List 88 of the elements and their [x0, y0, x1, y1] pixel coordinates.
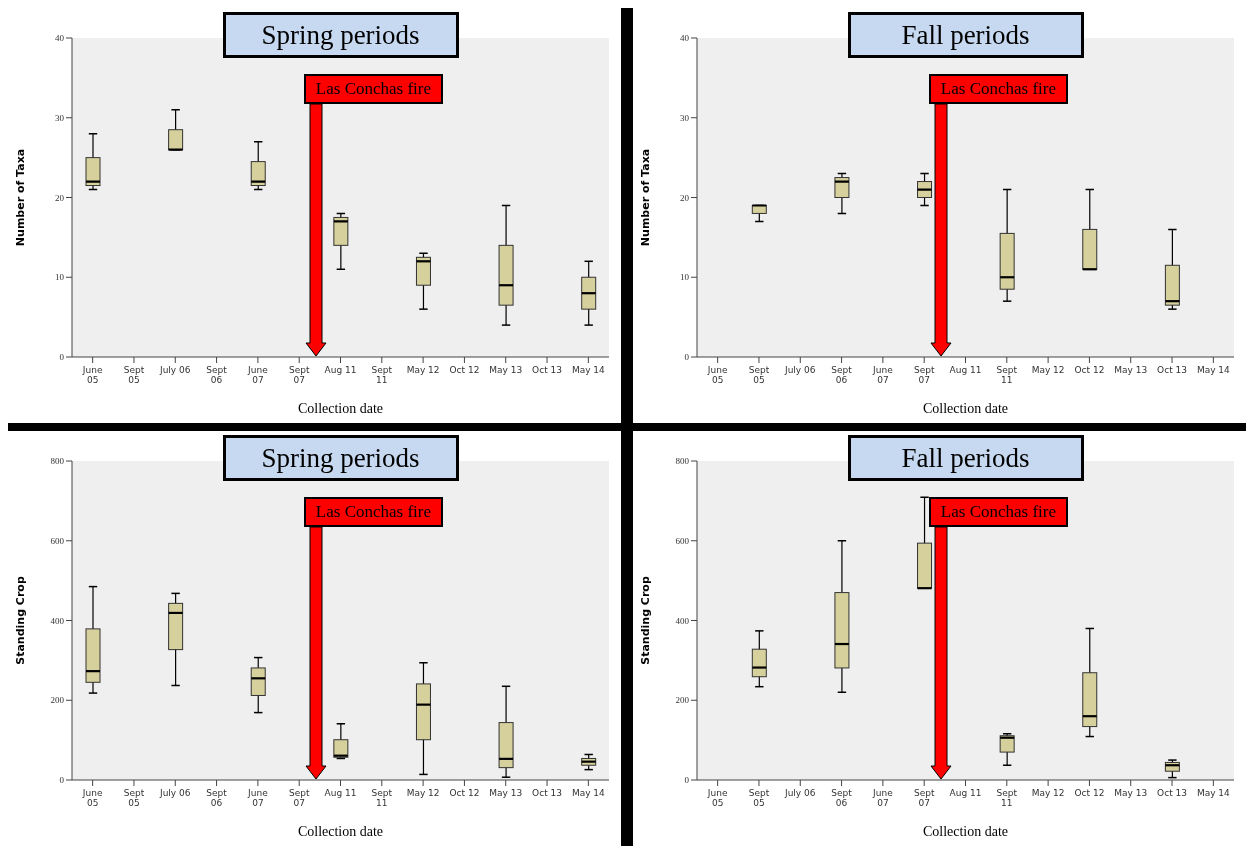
y-tick-label: 40	[55, 33, 65, 44]
y-tick-label: 600	[50, 535, 65, 546]
x-tick-label: Sept 05	[748, 365, 770, 385]
annotation: Las Conchas fire	[303, 497, 444, 527]
x-tick-label: May 13	[489, 788, 523, 798]
y-tick-label: 200	[675, 695, 690, 706]
x-tick-label: May 12	[406, 788, 440, 798]
y-tick-label: 10	[680, 272, 690, 283]
y-tick-label: 0	[59, 352, 65, 363]
x-tick-label: June 05	[706, 365, 728, 385]
x-tick-label: Oct 13	[532, 365, 562, 375]
x-tick-label: Sept 05	[123, 788, 145, 808]
x-tick-label: Sept 05	[123, 365, 145, 385]
x-tick-label: Aug 11	[949, 365, 982, 375]
x-tick-label: Sept 07	[288, 365, 310, 385]
x-tick-label: Sept 06	[831, 788, 853, 808]
annotation: Las Conchas fire	[928, 497, 1069, 527]
annotation: Las Conchas fire	[928, 74, 1069, 104]
x-tick-label: May 12	[406, 365, 440, 375]
y-tick-label: 20	[55, 192, 65, 203]
x-tick-label: Sept 11	[371, 788, 393, 808]
y-tick-label: 0	[684, 352, 690, 363]
x-tick-label: Oct 13	[1157, 788, 1187, 798]
y-tick-label: 20	[680, 192, 690, 203]
x-tick-label: Sept 07	[288, 788, 310, 808]
y-axis-title: Standing Crop	[638, 576, 652, 665]
x-tick-label: June 07	[872, 788, 894, 808]
y-tick-label: 30	[55, 112, 65, 123]
annotation: Las Conchas fire	[303, 74, 444, 104]
x-tick-label: Sept 11	[996, 788, 1018, 808]
x-tick-label: May 13	[1114, 788, 1148, 798]
x-tick-label: May 12	[1031, 365, 1065, 375]
x-tick-label: Aug 11	[324, 788, 357, 798]
x-tick-label: Sept 06	[206, 365, 228, 385]
x-tick-label: July 06	[784, 365, 816, 375]
x-tick-label: Sept 06	[206, 788, 228, 808]
y-tick-label: 200	[50, 695, 65, 706]
x-tick-label: June 07	[247, 788, 269, 808]
x-tick-label: June 07	[872, 365, 894, 385]
y-tick-label: 400	[675, 615, 690, 626]
chart-title: Fall periods	[901, 19, 1030, 51]
y-tick-label: 30	[680, 112, 690, 123]
x-tick-label: May 13	[489, 365, 523, 375]
x-tick-label: May 14	[1196, 788, 1231, 798]
y-tick-label: 0	[59, 775, 65, 786]
x-axis-title: Collection date	[922, 824, 1009, 839]
y-tick-label: 40	[680, 33, 690, 44]
x-tick-label: May 13	[1114, 365, 1148, 375]
x-tick-label: June 05	[81, 788, 103, 808]
x-tick-label: July 06	[784, 788, 816, 798]
x-tick-label: June 05	[81, 365, 103, 385]
chart-title: Spring periods	[261, 442, 420, 474]
chart-title: Fall periods	[901, 442, 1030, 474]
x-tick-label: July 06	[159, 365, 191, 375]
x-tick-label: Oct 12	[449, 365, 480, 375]
x-axis-title: Collection date	[922, 401, 1009, 416]
x-axis-title: Collection date	[297, 824, 384, 839]
x-tick-label: June 07	[247, 365, 269, 385]
x-tick-label: June 05	[706, 788, 728, 808]
x-axis-title: Collection date	[297, 401, 384, 416]
y-axis-title: Number of Taxa	[638, 148, 652, 247]
x-tick-label: Oct 12	[1074, 788, 1105, 798]
x-tick-label: Oct 12	[1074, 365, 1105, 375]
y-axis-title: Number of Taxa	[13, 148, 27, 247]
x-tick-label: Sept 11	[371, 365, 393, 385]
x-tick-label: Sept 11	[996, 365, 1018, 385]
x-tick-label: May 12	[1031, 788, 1065, 798]
x-tick-label: Aug 11	[324, 365, 357, 375]
y-tick-label: 400	[50, 615, 65, 626]
x-tick-label: Sept 06	[831, 365, 853, 385]
x-tick-label: Oct 13	[532, 788, 562, 798]
x-tick-label: Sept 05	[748, 788, 770, 808]
y-tick-label: 10	[55, 272, 65, 283]
x-tick-label: Sept 07	[913, 788, 935, 808]
x-tick-label: Oct 13	[1157, 365, 1187, 375]
x-tick-label: July 06	[159, 788, 191, 798]
y-tick-label: 800	[50, 456, 65, 467]
x-tick-label: May 14	[571, 788, 606, 798]
chart-title: Spring periods	[261, 19, 420, 51]
x-tick-label: May 14	[1196, 365, 1231, 375]
x-tick-label: Sept 07	[913, 365, 935, 385]
y-axis-title: Standing Crop	[13, 576, 27, 665]
y-tick-label: 800	[675, 456, 690, 467]
y-tick-label: 0	[684, 775, 690, 786]
x-tick-label: May 14	[571, 365, 606, 375]
y-tick-label: 600	[675, 535, 690, 546]
x-tick-label: Aug 11	[949, 788, 982, 798]
x-tick-label: Oct 12	[449, 788, 480, 798]
